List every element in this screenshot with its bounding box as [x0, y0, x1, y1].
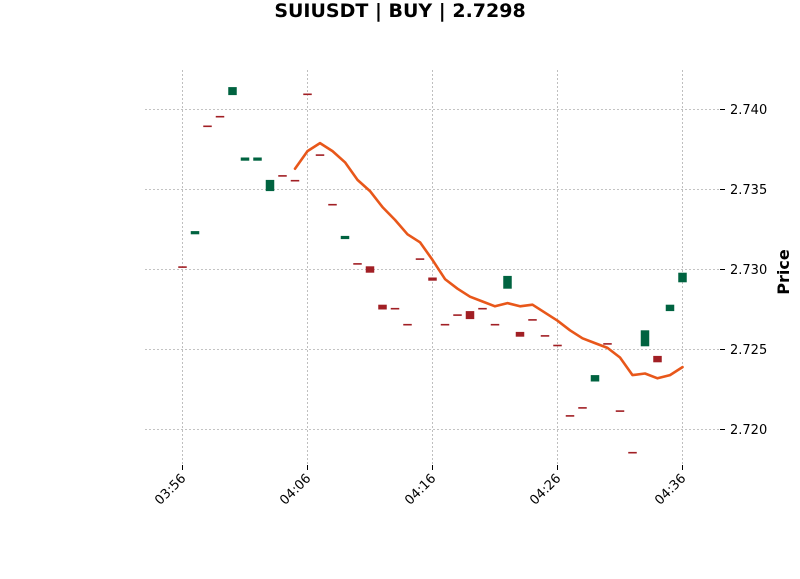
candle-up	[253, 157, 262, 161]
y-tick-label: 2.735	[730, 183, 767, 198]
y-tick-label: 2.720	[730, 423, 767, 438]
candle-up	[503, 275, 512, 289]
candle-down	[628, 451, 637, 454]
candle-down	[428, 277, 437, 281]
y-tick-label: 2.730	[730, 263, 767, 278]
candle-down	[328, 203, 337, 206]
candle-down	[603, 343, 612, 345]
candle-up	[340, 235, 350, 240]
candles	[178, 87, 687, 454]
moving-average	[293, 141, 684, 380]
candle-up	[240, 157, 250, 161]
candle-down	[215, 115, 225, 118]
candle-down	[478, 307, 487, 310]
candle-down	[415, 258, 425, 260]
candle-down	[453, 314, 462, 316]
x-tick-label: 04:36	[652, 471, 689, 508]
chart-title: SUIUSDT | BUY | 2.7298	[274, 0, 525, 22]
y-axis-ticks: 2.720 2.725 2.730 2.735 2.740	[720, 103, 767, 438]
candle-down	[515, 331, 525, 337]
candle-down	[315, 154, 325, 156]
candle-up	[265, 179, 275, 192]
x-tick-label: 04:06	[277, 471, 314, 508]
candle-up	[678, 272, 687, 283]
candle-down	[615, 410, 625, 412]
candle-up	[590, 375, 600, 382]
candle-down	[440, 323, 450, 326]
candle-down	[490, 323, 500, 326]
x-axis-ticks: 03:56 04:06 04:16 04:26 04:36	[152, 465, 689, 508]
candle-up	[665, 304, 675, 312]
candle-down	[290, 179, 300, 182]
x-tick-label: 04:26	[527, 471, 564, 508]
candle-down	[303, 93, 312, 96]
candle-down	[365, 266, 375, 273]
x-tick-label: 03:56	[152, 471, 189, 508]
candle-up	[228, 87, 237, 96]
y-tick-label: 2.725	[730, 343, 767, 358]
y-tick-label: 2.740	[730, 103, 767, 118]
y-axis-label: Price	[774, 249, 793, 295]
candle-down	[390, 307, 400, 310]
candle-down	[465, 311, 475, 320]
candle-down	[540, 335, 550, 337]
candle-up	[640, 330, 650, 347]
candle-down	[278, 175, 287, 177]
candle-down	[578, 407, 587, 409]
candle-down	[565, 415, 575, 417]
candle-down	[528, 319, 537, 321]
candle-down	[653, 355, 662, 363]
candle-down	[353, 263, 362, 265]
candle-down	[378, 304, 387, 310]
candle-down	[203, 125, 212, 128]
candle-down	[178, 266, 187, 268]
candle-up	[190, 231, 200, 235]
candle-down	[553, 344, 562, 347]
moving-average-line	[293, 141, 684, 380]
candle-down	[403, 323, 412, 326]
x-tick-label: 04:16	[402, 471, 439, 508]
gridlines	[145, 70, 720, 465]
